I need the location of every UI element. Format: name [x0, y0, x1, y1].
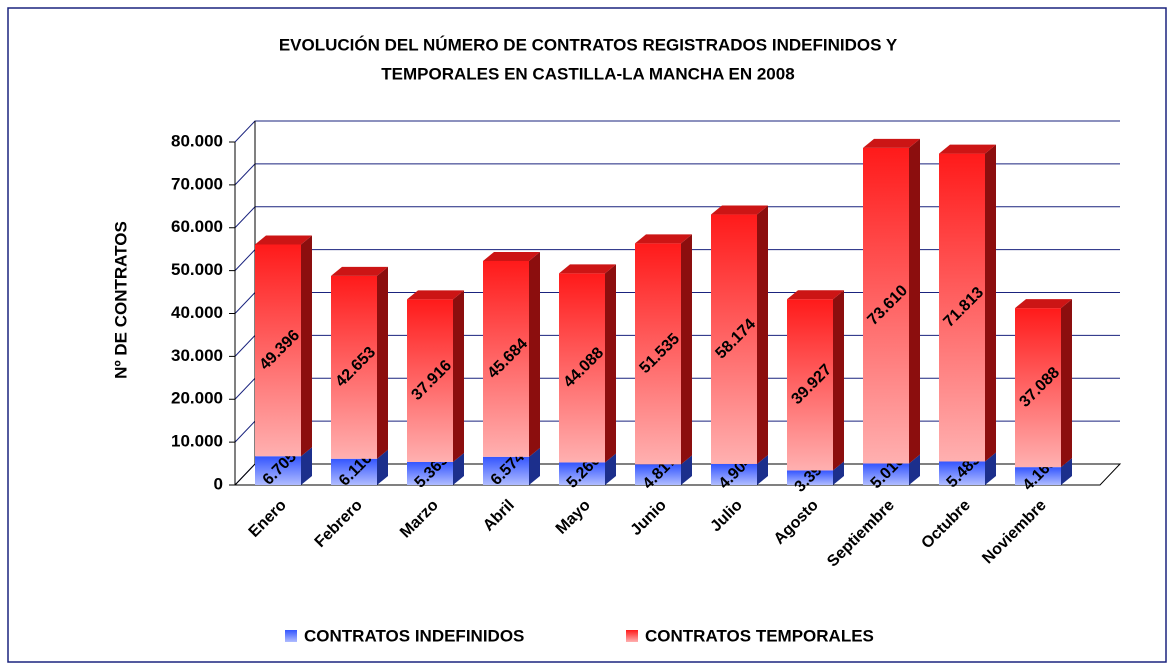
bar [407, 461, 453, 485]
y-tick-label: 50.000 [171, 260, 223, 279]
bar-side [985, 452, 996, 485]
bar-side [1061, 299, 1072, 468]
bar-side [453, 290, 464, 462]
bar [863, 463, 909, 485]
bar [939, 153, 985, 462]
bar-side [301, 447, 312, 485]
y-axis-label: Nº DE CONTRATOS [111, 221, 130, 379]
bar [863, 147, 909, 464]
y-tick-label: 40.000 [171, 303, 223, 322]
y-tick-label: 20.000 [171, 389, 223, 408]
bar-side [909, 138, 920, 464]
bar-top [1015, 299, 1072, 309]
bar [331, 275, 377, 459]
chart-title: TEMPORALES EN CASTILLA-LA MANCHA EN 2008 [381, 64, 794, 83]
bar-top [559, 264, 616, 274]
bar-side [909, 454, 920, 485]
bar-side [1061, 458, 1072, 485]
bar [331, 458, 377, 485]
bar-side [757, 454, 768, 485]
bar [1015, 467, 1061, 485]
bar [711, 214, 757, 464]
bar [787, 299, 833, 471]
bar-top [863, 138, 920, 148]
bar-side [529, 447, 540, 485]
bar [483, 260, 529, 457]
bar-side [301, 235, 312, 457]
bar-top [939, 144, 996, 154]
bar [635, 464, 681, 485]
bar-side [377, 266, 388, 459]
bar [711, 463, 757, 485]
y-tick-label: 30.000 [171, 346, 223, 365]
bar-top [255, 235, 312, 245]
legend-label: CONTRATOS TEMPORALES [645, 626, 874, 645]
y-tick-label: 0 [214, 474, 223, 493]
legend-label: CONTRATOS INDEFINIDOS [304, 626, 524, 645]
bar [635, 243, 681, 465]
bar-top [407, 290, 464, 300]
bar-top [635, 234, 692, 244]
bar-top [331, 266, 388, 276]
bar-side [833, 290, 844, 471]
bar-top [711, 205, 768, 215]
bar-side [377, 449, 388, 485]
bar [939, 461, 985, 485]
bar-side [453, 452, 464, 485]
y-tick-label: 80.000 [171, 131, 223, 150]
bar-top [483, 251, 540, 261]
bar [559, 273, 605, 463]
y-tick-label: 10.000 [171, 432, 223, 451]
bar [1015, 308, 1061, 468]
bar-side [681, 455, 692, 485]
bar [255, 456, 301, 485]
bar-top [787, 290, 844, 300]
y-tick-label: 60.000 [171, 217, 223, 236]
bar-side [529, 251, 540, 457]
bar-side [605, 264, 616, 463]
bar-side [833, 461, 844, 485]
bar [559, 462, 605, 485]
bar [787, 470, 833, 485]
bar-side [757, 205, 768, 464]
bar-side [605, 453, 616, 485]
bar [407, 299, 453, 462]
y-tick-label: 70.000 [171, 174, 223, 193]
legend-swatch [626, 630, 638, 642]
chart-title: EVOLUCIÓN DEL NÚMERO DE CONTRATOS REGIST… [279, 35, 898, 54]
bar-side [985, 144, 996, 462]
bar [483, 456, 529, 485]
bar [255, 244, 301, 457]
bar-side [681, 234, 692, 465]
legend-swatch [285, 630, 297, 642]
